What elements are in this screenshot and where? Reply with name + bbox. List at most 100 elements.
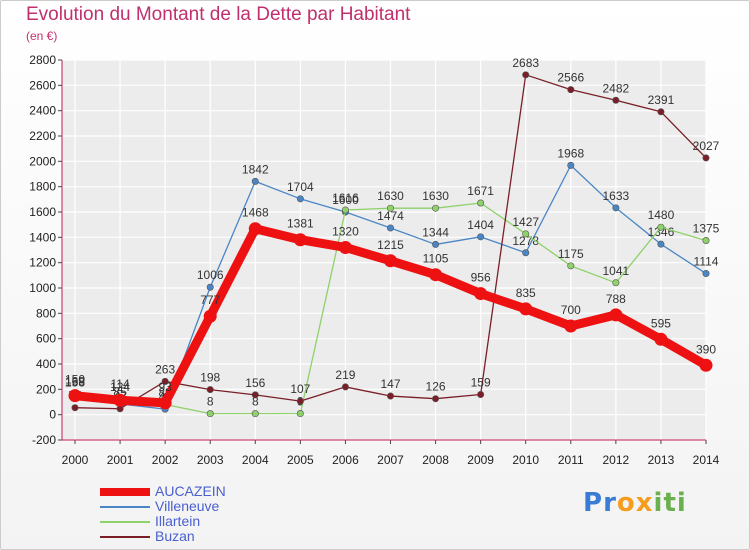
- x-tick-label: 2001: [107, 453, 134, 467]
- data-point-illartein: [296, 410, 304, 418]
- x-tick-label: 2000: [62, 453, 89, 467]
- data-label-aucazein: 700: [561, 303, 581, 317]
- data-point-villeneuve: [612, 204, 620, 212]
- data-label-villeneuve: 1404: [467, 218, 494, 232]
- data-label-illartein: 168: [65, 374, 85, 388]
- data-label-buzan: 263: [155, 362, 175, 376]
- y-tick-label: 2200: [29, 129, 56, 143]
- data-point-aucazein: [519, 302, 533, 316]
- data-point-illartein: [386, 204, 394, 212]
- data-point-buzan: [432, 395, 440, 403]
- x-tick-label: 2003: [197, 453, 224, 467]
- x-tick-label: 2014: [693, 453, 720, 467]
- data-label-illartein: 8: [252, 395, 259, 409]
- legend-swatch: [100, 536, 150, 538]
- data-point-villeneuve: [251, 177, 259, 185]
- data-point-buzan: [702, 154, 710, 162]
- data-label-aucazein: 835: [516, 286, 536, 300]
- data-point-buzan: [522, 71, 530, 79]
- data-label-aucazein: 595: [651, 316, 671, 330]
- data-point-buzan: [161, 377, 169, 385]
- data-point-aucazein: [113, 393, 127, 407]
- data-label-buzan: 159: [471, 376, 491, 390]
- data-point-aucazein: [474, 287, 488, 301]
- y-tick-label: 2400: [29, 104, 56, 118]
- data-label-aucazein: 114: [111, 377, 130, 391]
- data-label-aucazein: 956: [471, 271, 491, 285]
- x-tick-label: 2010: [512, 453, 539, 467]
- data-point-buzan: [251, 391, 259, 399]
- data-point-illartein: [612, 279, 620, 287]
- data-point-illartein: [477, 199, 485, 207]
- data-label-villeneuve: 1278: [512, 234, 539, 248]
- data-point-villeneuve: [522, 249, 530, 257]
- data-point-aucazein: [429, 268, 443, 282]
- data-label-villeneuve: 1114: [694, 255, 719, 269]
- data-point-aucazein: [248, 222, 262, 236]
- x-tick-label: 2005: [287, 453, 314, 467]
- y-tick-label: -200: [32, 433, 56, 447]
- data-point-buzan: [296, 397, 304, 405]
- data-label-aucazein: 777: [200, 293, 220, 307]
- data-label-aucazein: 1468: [242, 206, 269, 220]
- data-label-villeneuve: 1704: [287, 180, 314, 194]
- y-tick-label: 2600: [29, 78, 56, 92]
- data-point-villeneuve: [432, 240, 440, 248]
- y-tick-label: 1800: [29, 180, 56, 194]
- data-label-buzan: 147: [380, 377, 400, 391]
- data-point-villeneuve: [296, 195, 304, 203]
- data-point-buzan: [341, 383, 349, 391]
- data-label-villeneuve: 1474: [377, 209, 404, 223]
- data-label-aucazein: 150: [65, 373, 85, 387]
- data-point-buzan: [567, 86, 575, 94]
- chart-title: Evolution du Montant de la Dette par Hab…: [26, 4, 411, 25]
- data-point-buzan: [612, 96, 620, 104]
- legend-label: Illartein: [155, 513, 201, 529]
- data-label-illartein: 1175: [558, 247, 584, 261]
- y-tick-label: 1000: [29, 281, 56, 295]
- data-label-buzan: 107: [290, 382, 310, 396]
- data-point-villeneuve: [657, 240, 665, 248]
- y-tick-label: 400: [36, 357, 56, 371]
- plot-area: [62, 60, 706, 440]
- data-point-aucazein: [564, 319, 578, 333]
- data-label-buzan: 126: [426, 380, 446, 394]
- logo-letter: i: [653, 488, 664, 518]
- data-label-buzan: 2566: [557, 71, 584, 85]
- y-tick-label: 1200: [29, 256, 56, 270]
- data-label-illartein: 8: [207, 395, 214, 409]
- data-point-aucazein: [699, 358, 713, 372]
- data-label-villeneuve: 158: [65, 376, 85, 390]
- data-point-illartein: [567, 262, 575, 270]
- data-label-illartein: 1041: [603, 264, 630, 278]
- data-label-buzan: 198: [200, 371, 220, 385]
- data-point-villeneuve: [477, 233, 485, 241]
- data-label-villeneuve: 1344: [422, 225, 449, 239]
- y-tick-label: 2000: [29, 154, 56, 168]
- data-point-villeneuve: [206, 283, 214, 291]
- x-tick-label: 2012: [603, 453, 630, 467]
- data-label-buzan: 219: [335, 368, 355, 382]
- data-label-illartein: 1375: [693, 222, 720, 236]
- data-label-buzan: 2683: [512, 56, 539, 70]
- data-label-villeneuve: 1842: [242, 162, 269, 176]
- data-label-aucazein: 1105: [423, 252, 449, 266]
- data-point-buzan: [477, 391, 485, 399]
- logo-letter: x: [635, 488, 654, 518]
- data-label-illartein: 124: [110, 380, 130, 394]
- x-tick-label: 2011: [558, 453, 584, 467]
- data-point-illartein: [432, 204, 440, 212]
- data-point-aucazein: [158, 396, 172, 410]
- data-label-aucazein: 1320: [332, 224, 359, 238]
- x-tick-label: 2002: [152, 453, 179, 467]
- data-label-illartein: 1630: [377, 189, 404, 203]
- data-label-aucazein: 390: [696, 342, 716, 356]
- data-label-aucazein: 93: [158, 380, 172, 394]
- y-tick-label: 1400: [29, 230, 56, 244]
- data-label-aucazein: 1381: [287, 217, 314, 231]
- data-point-villeneuve: [567, 161, 575, 169]
- legend-swatch: [100, 521, 150, 523]
- logo-letter: t: [663, 488, 677, 518]
- data-label-buzan: 2482: [603, 81, 630, 95]
